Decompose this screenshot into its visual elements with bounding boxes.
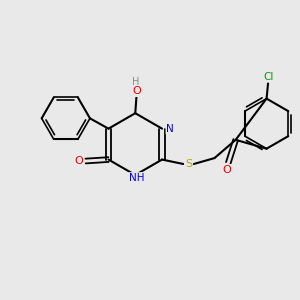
Text: N: N [167, 124, 174, 134]
Text: S: S [185, 159, 192, 169]
Text: NH: NH [129, 173, 145, 183]
Text: H: H [132, 77, 139, 87]
Text: Cl: Cl [264, 71, 274, 82]
Text: O: O [132, 86, 141, 96]
Text: O: O [223, 165, 231, 175]
Text: O: O [75, 156, 83, 166]
